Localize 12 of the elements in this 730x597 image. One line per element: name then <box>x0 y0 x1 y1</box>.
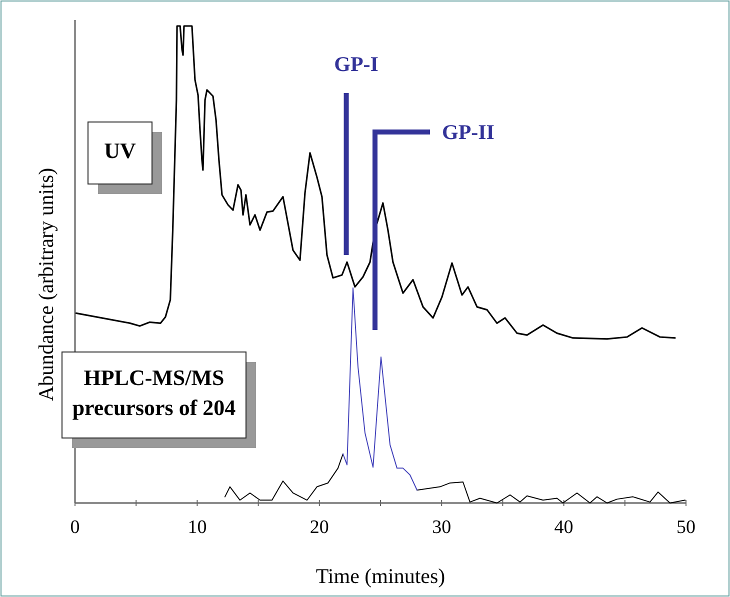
annotation: UV <box>104 138 136 164</box>
x-tick-label: 30 <box>432 517 452 538</box>
x-axis-title: Time (minutes) <box>316 564 446 588</box>
y-axis-title: Abundance (arbitrary units) <box>34 168 58 402</box>
x-tick-label: 0 <box>70 517 80 538</box>
x-tick-label: 40 <box>554 517 574 538</box>
x-tick-label: 50 <box>676 517 696 538</box>
annotation: GP-II <box>442 120 494 144</box>
x-tick-label: 10 <box>188 517 207 538</box>
x-tick-label: 20 <box>310 517 329 538</box>
annotation: HPLC-MS/MS precursors of 204 <box>72 365 236 420</box>
annotation: GP-I <box>334 52 378 76</box>
